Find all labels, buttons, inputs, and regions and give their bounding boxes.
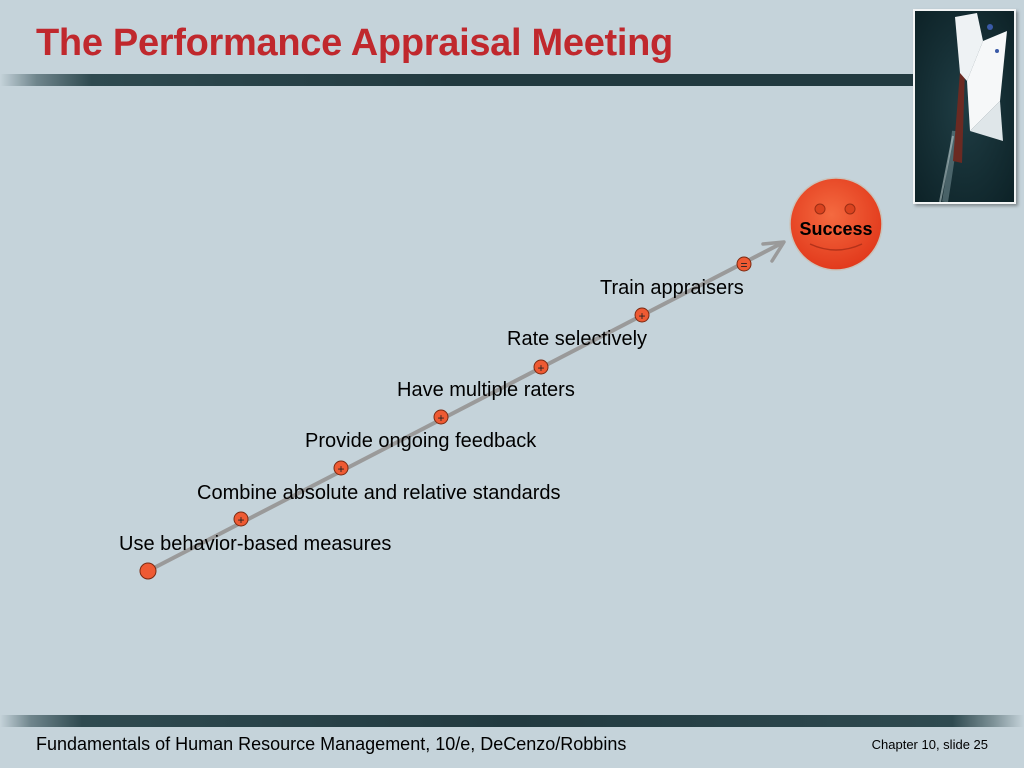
step-label-behavior-measures: Use behavior-based measures — [119, 533, 392, 555]
plus-icon: + — [437, 411, 444, 425]
plus-icon: + — [237, 513, 244, 527]
step-label-ongoing-feedback: Provide ongoing feedback — [305, 430, 537, 452]
result-marker: = — [736, 256, 752, 272]
step-marker-4: + — [533, 359, 549, 375]
progress-arrow-line — [147, 241, 783, 573]
step-marker-3: + — [433, 409, 449, 425]
step-marker-5: + — [634, 307, 650, 323]
success-label: Success — [799, 219, 873, 239]
step-marker-2: + — [333, 460, 349, 476]
progress-arrow-head — [761, 240, 786, 263]
footer-book-title: Fundamentals of Human Resource Managemen… — [36, 734, 627, 754]
title-divider — [0, 74, 915, 86]
sailboat-photo — [913, 9, 1016, 204]
step-label-multiple-raters: Have multiple raters — [397, 379, 575, 401]
footer-slide-number: Chapter 10, slide 25 — [871, 737, 988, 752]
plus-icon: + — [337, 462, 344, 476]
step-label-rate-selectively: Rate selectively — [507, 328, 648, 350]
step-marker-1: + — [233, 511, 249, 527]
slide-title: The Performance Appraisal Meeting — [36, 22, 673, 64]
equals-icon: = — [740, 258, 747, 272]
start-node — [139, 562, 157, 580]
footer-divider — [0, 715, 1024, 727]
smiley-face-icon — [789, 177, 883, 271]
step-label-combine-standards: Combine absolute and relative standards — [197, 482, 561, 504]
plus-icon: + — [638, 309, 645, 323]
plus-icon: + — [537, 361, 544, 375]
step-label-train-appraisers: Train appraisers — [600, 277, 744, 299]
